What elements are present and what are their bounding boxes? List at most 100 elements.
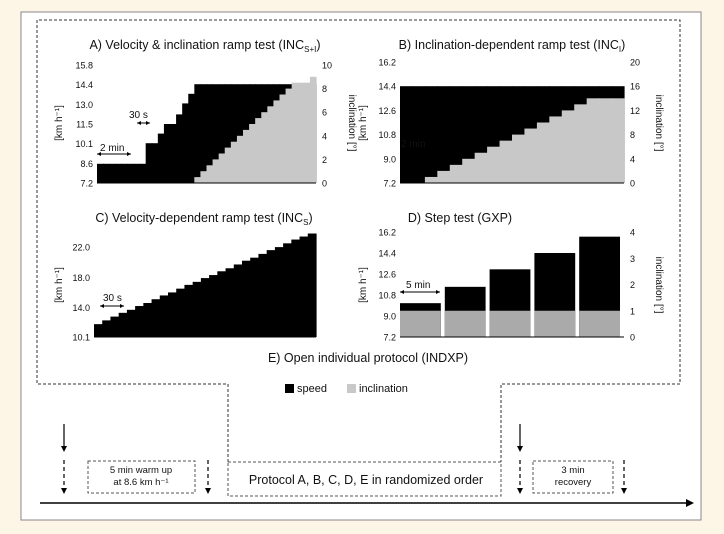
time-axis-arrowhead [686,499,694,507]
panel-c-title: C) Velocity-dependent ramp test (INCS) [95,211,312,227]
inclination-bar [512,134,526,183]
tick-label: 2 [630,280,635,290]
panel-b-plot [400,86,625,184]
inclination-bar [236,135,244,183]
speed-bar [449,86,463,183]
tick-label: 10.8 [378,291,396,301]
tick-label: 12.6 [378,106,396,116]
speed-bar [212,84,220,183]
warmup-box [87,460,196,494]
speed-bar [209,275,218,337]
speed-bar [176,288,186,337]
tick-label: 4 [630,228,635,238]
tick-label: 11.5 [76,120,93,130]
panel-a-title: A) Velocity & inclination ramp test (INC… [89,38,320,54]
panel-b-right-ticks: 20 16 12 8 4 0 [630,58,640,189]
annotation-30s-a: 30 s [129,110,148,121]
tick-label: 3 [630,254,635,264]
inclination-bar [273,100,281,183]
speed-bar [94,324,103,337]
tick-label: 8.6 [80,159,93,169]
warmup-text: 5 min warm up [110,465,172,476]
speed-bar [182,103,189,183]
inclination-bar [424,176,438,183]
panel-d-title: D) Step test (GXP) [408,211,512,225]
inclination-bar [224,147,232,183]
annotation-30s-c: 30 s [103,293,122,304]
legend-speed-label: speed [297,383,327,395]
speed-bar [151,143,159,183]
tick-label: 10.1 [75,139,93,149]
tick-label: 6 [322,108,327,118]
speed-bar [291,239,301,337]
panel-d: D) Step test (GXP) 16.2 14.4 12.6 10.8 9.0 7.… [358,211,664,343]
speed-bar [274,247,284,337]
speed-bar [200,84,208,183]
inclination-bar [474,152,488,183]
inclination-bar [206,165,214,183]
tick-label: 7.2 [383,179,396,189]
arrow-after-recovery [621,488,627,494]
tick-label: 4 [322,131,327,141]
tick-label: 14.4 [378,249,396,259]
tick-label: 9.0 [383,312,396,322]
inclination-bar [579,310,620,337]
legend-inclination-label: inclination [359,383,408,395]
panel-b-title: B) Inclination-dependent ramp test (INCI… [399,38,626,54]
inclination-bar [444,310,486,337]
speed-bar [184,284,194,337]
speed-bar [103,163,110,183]
inclination-bar [487,146,501,183]
inclination-bar [230,141,238,183]
speed-bar [102,320,112,337]
speed-bar [258,253,268,337]
warmup-speed-text: at 8.6 km h⁻¹ [113,477,168,488]
speed-bar [145,143,153,183]
tick-label: 14.4 [378,82,396,92]
tick-label: 18.0 [72,273,90,283]
speed-bar [163,124,171,183]
timeline: 5 min warm up at 8.6 km h⁻¹ Protocol A, … [40,424,694,507]
tick-label: 7.2 [383,333,396,343]
speed-bar [176,114,183,183]
speed-bar [115,163,122,183]
tick-label: 9.0 [383,154,396,164]
inclination-bar [549,116,563,183]
speed-bar [307,233,317,337]
speed-bar [299,236,309,337]
panel-a-left-ticks: 15.8 14.4 13.0 11.5 10.1 8.6 7.2 [75,61,93,189]
tick-label: 13.0 [75,100,93,110]
panel-d-left-ticks: 16.2 14.4 12.6 10.8 9.0 7.2 [378,228,396,343]
panel-b-left-ticks: 16.2 14.4 12.6 10.8 9.0 7.2 [378,58,396,189]
inclination-bar [279,94,287,183]
inclination-bar [297,82,305,183]
inclination-bar [194,177,202,183]
speed-bar [200,278,210,337]
inclination-bar [200,171,208,183]
speed-bar [250,257,260,337]
annotation-2min-a: 2 min [100,143,124,154]
recovery-box [532,460,614,494]
panel-b-right-axis-label: inclination [°] [653,95,664,152]
annotation-5min-d: 5 min [406,280,430,291]
legend-inclination-swatch [347,384,356,393]
panel-d-right-axis-label: inclination [°] [653,257,664,314]
panel-a-right-ticks: 10 8 6 4 2 0 [322,61,332,189]
inclination-bar [285,88,293,183]
tick-label: 14.0 [72,303,90,313]
speed-bar [126,309,136,337]
speed-bar [242,260,251,337]
speed-bar [206,84,214,183]
recovery-duration-text: 3 min [561,465,584,476]
tick-label: 10 [322,61,332,71]
inclination-bar [212,159,220,183]
inclination-bar [449,164,463,183]
tick-label: 14.4 [75,80,93,90]
inclination-bar [243,129,250,183]
inclination-bar [303,82,311,183]
protocols-text: Protocol A, B, C, D, E in randomized ord… [249,473,483,487]
speed-bar [192,281,202,337]
panel-a-plot [97,76,317,184]
speed-bar [168,292,177,337]
speed-bar [194,84,202,183]
